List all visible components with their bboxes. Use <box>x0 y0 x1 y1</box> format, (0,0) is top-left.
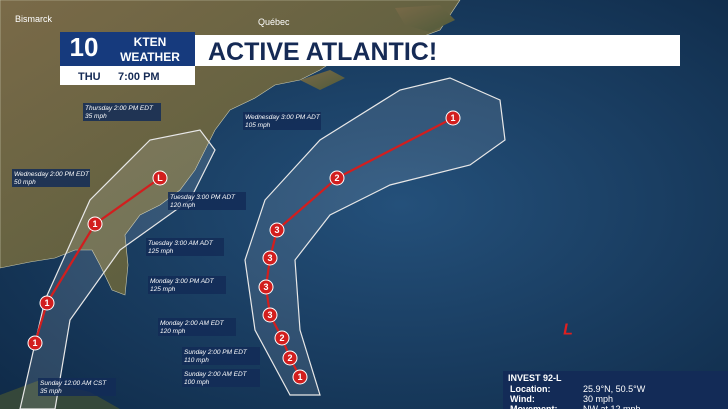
time-label: Tuesday 3:00 PM ADT <box>170 194 236 201</box>
brand: WEATHER <box>120 50 180 64</box>
wind-label: 125 mph <box>150 286 176 293</box>
marker-label: 3 <box>267 310 272 320</box>
forecast-cone <box>244 77 506 396</box>
invest-row-label: Location: <box>510 384 551 394</box>
track-marker <box>258 279 274 295</box>
track-line <box>33 177 161 344</box>
invest-row-label: Wind: <box>510 394 535 404</box>
time-label-box <box>243 112 321 130</box>
time-label: Sunday 2:00 PM EDT <box>184 349 248 356</box>
marker-label: 3 <box>267 253 272 263</box>
day: THU <box>78 71 101 83</box>
marker-label: 1 <box>92 219 97 229</box>
track-marker <box>445 110 461 126</box>
time-label-box <box>158 318 236 336</box>
wind-label: 110 mph <box>184 357 209 364</box>
low-symbol: L <box>563 322 573 339</box>
track-marker <box>262 307 278 323</box>
time-label: Monday 3:00 PM ADT <box>150 278 215 285</box>
wind-label: 35 mph <box>85 113 107 120</box>
track-marker <box>274 330 290 346</box>
place-name: Québec <box>258 17 290 27</box>
marker-label: 1 <box>32 338 37 348</box>
time-label: Monday 2:00 AM EDT <box>160 320 225 327</box>
marker-label: 2 <box>287 353 292 363</box>
time-label-box <box>12 169 90 187</box>
time: 7:00 PM <box>118 71 160 83</box>
track-marker <box>87 216 103 232</box>
time-label-box <box>148 276 226 294</box>
time-label-box <box>38 378 116 396</box>
logo-box <box>60 32 195 66</box>
marker-label: 3 <box>274 225 279 235</box>
wind-label: 120 mph <box>170 202 196 209</box>
time-label: Thursday 2:00 PM EDT <box>85 105 154 112</box>
time-label-box <box>168 192 246 210</box>
track-marker <box>282 350 298 366</box>
time-label: Tuesday 3:00 AM ADT <box>148 240 214 247</box>
wind-label: 120 mph <box>160 328 186 335</box>
place-name: Bismarck <box>15 14 53 24</box>
wind-label: 50 mph <box>14 179 36 186</box>
wind-label: 100 mph <box>184 379 210 386</box>
track-marker <box>262 250 278 266</box>
marker-label: 2 <box>334 173 339 183</box>
invest-row-value: 30 mph <box>583 394 613 404</box>
invest-box <box>503 371 728 409</box>
title: ACTIVE ATLANTIC! <box>208 38 437 66</box>
time-label-box <box>182 369 260 387</box>
invest-row-label: Movement: <box>510 404 558 409</box>
wind-label: 35 mph <box>40 388 62 395</box>
invest-row-value: NW at 12 mph <box>583 404 641 409</box>
track-marker <box>27 335 43 351</box>
time-label-box <box>182 347 260 365</box>
marker-label: L <box>157 173 163 183</box>
newfoundland <box>395 5 455 32</box>
marker-label: 3 <box>263 282 268 292</box>
time-bar <box>60 66 195 85</box>
marker-label: 1 <box>44 298 49 308</box>
time-label-box <box>83 103 161 121</box>
invest-row-value: 25.9°N, 50.5°W <box>583 384 646 394</box>
track-marker <box>39 295 55 311</box>
wind-label: 125 mph <box>148 248 174 255</box>
track-marker <box>152 170 168 186</box>
wind-label: 105 mph <box>245 122 271 129</box>
forecast-cone <box>19 129 216 409</box>
invest-name: INVEST 92-L <box>508 373 562 383</box>
marker-label: 1 <box>297 372 302 382</box>
track-marker <box>329 170 345 186</box>
time-label: Wednesday 3:00 PM ADT <box>245 114 321 121</box>
time-label-box <box>146 238 224 256</box>
station: KTEN <box>134 35 167 49</box>
marker-label: 1 <box>450 113 455 123</box>
title-bar <box>195 35 680 66</box>
time-label: Wednesday 2:00 PM EDT <box>14 171 90 178</box>
logo-number: 10 <box>70 32 99 62</box>
track-marker <box>292 369 308 385</box>
nova-scotia <box>300 70 345 90</box>
time-label: Sunday 2:00 AM EDT <box>184 371 248 378</box>
time-label: Sunday 12:00 AM CST <box>40 380 107 387</box>
marker-label: 2 <box>279 333 284 343</box>
track-marker <box>269 222 285 238</box>
